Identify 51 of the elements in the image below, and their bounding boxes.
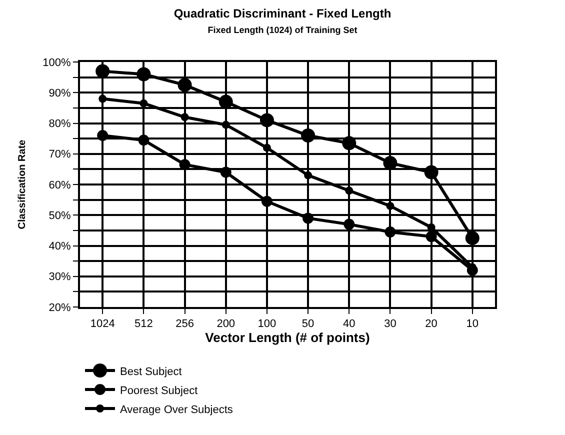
point <box>138 134 150 146</box>
x-tick-label: 20 <box>425 318 438 330</box>
x-tick-label: 10 <box>466 318 479 330</box>
point <box>262 144 271 152</box>
y-tick-label: 60% <box>48 179 72 192</box>
y-tick-label: 70% <box>48 148 72 161</box>
x-tick-label: 100 <box>258 318 276 330</box>
x-tick-label: 256 <box>176 318 194 330</box>
point <box>426 231 437 242</box>
point <box>384 226 396 238</box>
y-tick-label: 50% <box>48 210 72 222</box>
point <box>222 120 230 129</box>
point <box>345 186 354 195</box>
legend-label: Poorest Subject <box>120 384 198 397</box>
y-tick-label: 40% <box>48 240 72 253</box>
point <box>302 212 314 224</box>
legend-label: Average Over Subjects <box>120 404 234 416</box>
chart-title: Quadratic Discriminant - Fixed Length <box>174 6 392 20</box>
chart-subtitle: Fixed Length (1024) of Training Set <box>208 25 358 35</box>
point <box>180 113 189 122</box>
y-tick-label: 30% <box>48 271 72 284</box>
point <box>220 166 232 178</box>
x-tick-label: 512 <box>134 318 153 330</box>
y-tick-label: 80% <box>48 118 72 130</box>
point <box>96 64 110 78</box>
point <box>261 196 272 207</box>
point <box>140 99 148 108</box>
x-tick-label: 40 <box>343 318 356 330</box>
point <box>465 231 480 246</box>
point <box>344 218 355 230</box>
point <box>260 113 274 128</box>
x-tick-label: 30 <box>384 318 396 330</box>
y-tick-label: 90% <box>48 87 72 100</box>
y-tick-label: 20% <box>48 302 72 314</box>
x-axis-title: Vector Length (# of points) <box>205 330 370 346</box>
point <box>424 165 438 180</box>
legend-label: Best Subject <box>120 366 182 378</box>
point <box>342 136 356 150</box>
y-tick-label: 100% <box>42 56 72 69</box>
x-tick-label: 50 <box>302 318 314 330</box>
point <box>178 78 192 92</box>
point <box>386 202 394 210</box>
y-axis-title: Classification Rate <box>17 139 28 230</box>
point <box>301 128 316 142</box>
point <box>136 67 151 82</box>
point <box>218 94 233 109</box>
x-tick-label: 200 <box>216 318 236 330</box>
x-tick-label: 1024 <box>90 318 115 330</box>
point <box>304 171 312 180</box>
point <box>97 130 108 141</box>
point <box>98 94 107 103</box>
